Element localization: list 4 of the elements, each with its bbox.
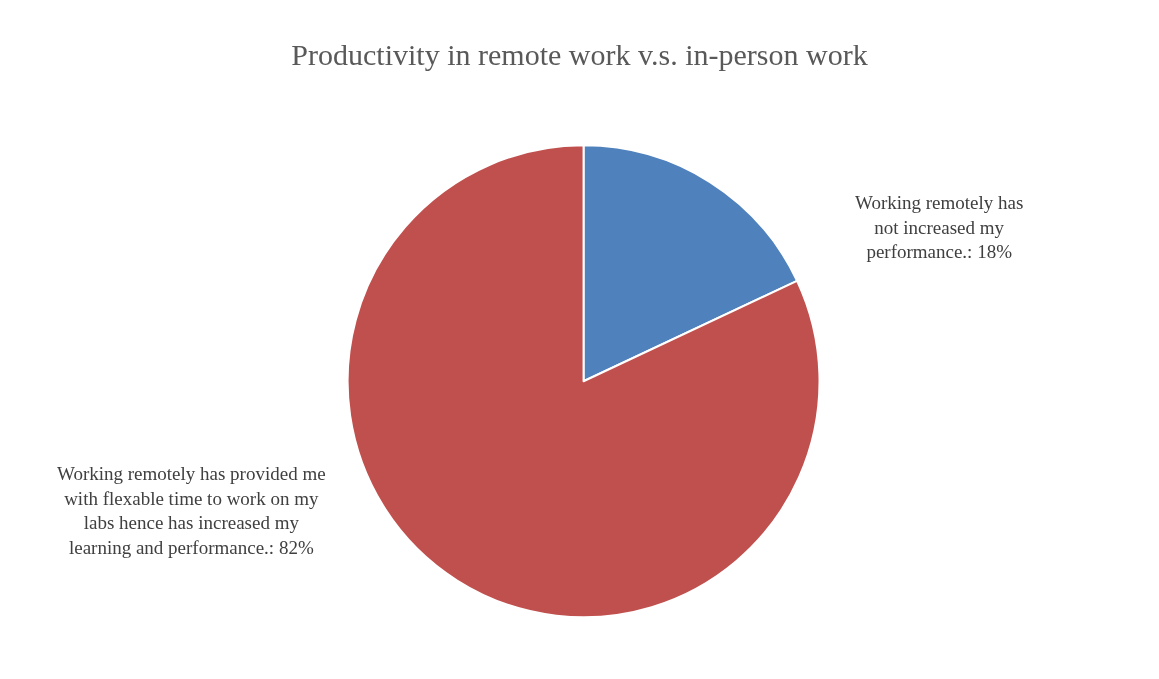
pie-slice	[346, 144, 821, 618]
slice-label: Working remotely has not increased my performance.: 18%	[855, 192, 1024, 263]
slice-label: Working remotely has provided me with flexable time to work on my labs hence has increased my learning and performance.: 82%	[57, 463, 326, 559]
chart-title: Productivity in remote work v.s. in-person work	[291, 37, 868, 71]
